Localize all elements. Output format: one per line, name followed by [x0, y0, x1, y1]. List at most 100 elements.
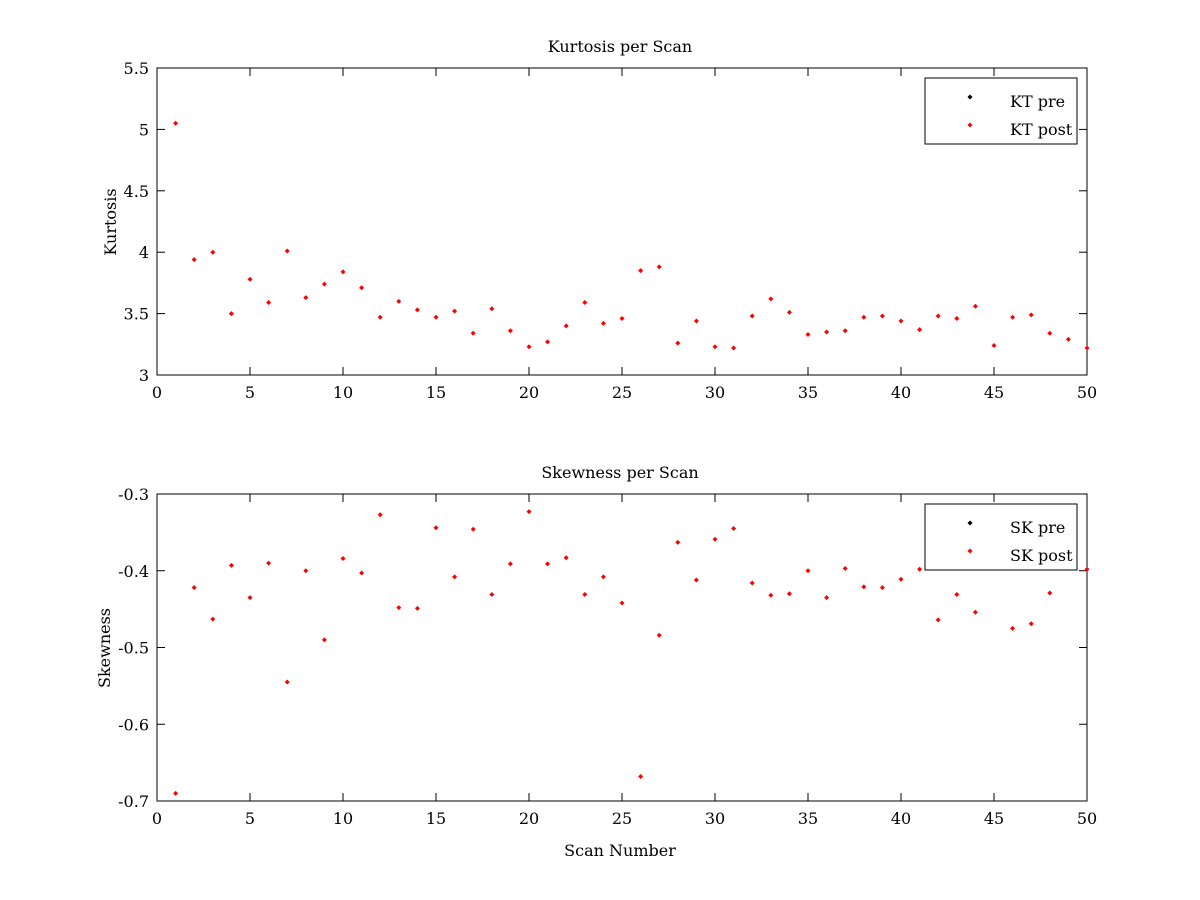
skewness-data-points	[173, 509, 1090, 796]
skewness-point-post-8	[303, 568, 309, 574]
skewness-y-tick-label: -0.3	[118, 485, 149, 504]
skewness-x-axis-label: Scan Number	[564, 841, 676, 860]
kurtosis-point-post-13	[396, 298, 402, 304]
kurtosis-point-post-46	[1010, 314, 1016, 320]
skewness-point-post-35	[805, 568, 811, 574]
kurtosis-point-post-27	[656, 264, 662, 270]
skewness-x-tick-label: 50	[1077, 809, 1097, 828]
skewness-legend[interactable]: SK pre SK post	[924, 503, 1078, 571]
skewness-plot-frame	[156, 493, 1088, 802]
kurtosis-x-tick-label: 10	[333, 383, 353, 402]
kurtosis-legend-label-pre: KT pre	[1010, 92, 1065, 111]
kurtosis-point-post-9	[321, 281, 327, 287]
skewness-point-post-4	[228, 562, 234, 568]
kurtosis-point-post-3	[210, 249, 216, 255]
skewness-point-post-9	[321, 637, 327, 643]
skewness-point-post-38	[861, 584, 867, 590]
kurtosis-y-tick-label: 5	[139, 120, 149, 139]
kurtosis-point-post-22	[563, 323, 569, 329]
kurtosis-y-tick-label: 5.5	[124, 59, 149, 78]
kurtosis-y-tick-label: 4	[139, 243, 149, 262]
skewness-point-post-36	[824, 595, 830, 601]
skewness-point-post-26	[638, 773, 644, 779]
kurtosis-point-post-8	[303, 295, 309, 301]
skewness-point-post-21	[545, 561, 551, 567]
kurtosis-point-post-40	[898, 318, 904, 324]
kurtosis-point-post-26	[638, 268, 644, 274]
kurtosis-point-post-17	[470, 330, 476, 336]
kurtosis-point-post-31	[731, 345, 737, 351]
kurtosis-point-post-50	[1084, 345, 1090, 351]
skewness-x-tick-label: 35	[798, 809, 818, 828]
kurtosis-legend[interactable]: KT pre KT post	[924, 77, 1078, 145]
kurtosis-point-post-6	[266, 300, 272, 306]
skewness-y-tick-label: -0.5	[118, 639, 149, 658]
skewness-point-post-37	[842, 565, 848, 571]
skewness-legend-label-pre: SK pre	[1010, 518, 1065, 537]
kurtosis-point-post-24	[600, 320, 606, 326]
kurtosis-point-post-23	[582, 300, 588, 306]
skewness-x-tick-label: 45	[984, 809, 1004, 828]
skewness-legend-marker-post	[967, 548, 973, 554]
kurtosis-point-post-41	[917, 327, 923, 333]
kurtosis-point-post-35	[805, 331, 811, 337]
skewness-y-tick-label: -0.4	[118, 562, 149, 581]
skewness-point-post-22	[563, 555, 569, 561]
kurtosis-point-post-12	[377, 314, 383, 320]
kurtosis-point-post-32	[749, 313, 755, 319]
kurtosis-x-tick-label: 45	[984, 383, 1004, 402]
kurtosis-legend-box	[924, 77, 1078, 145]
skewness-point-post-32	[749, 580, 755, 586]
skewness-x-tick-label: 5	[245, 809, 255, 828]
skewness-point-post-2	[191, 585, 197, 591]
skewness-x-tick-label: 0	[152, 809, 162, 828]
kurtosis-x-tick-label: 15	[426, 383, 446, 402]
kurtosis-x-tick-label: 0	[152, 383, 162, 402]
skewness-point-post-7	[284, 679, 290, 685]
kurtosis-x-tick-label: 40	[891, 383, 911, 402]
kurtosis-point-post-1	[173, 120, 179, 126]
kurtosis-point-post-49	[1065, 336, 1071, 342]
kurtosis-point-post-4	[228, 311, 234, 317]
skewness-point-post-16	[452, 574, 458, 580]
skewness-legend-marker-pre	[967, 520, 973, 526]
kurtosis-point-post-34	[786, 309, 792, 315]
skewness-point-post-27	[656, 632, 662, 638]
kurtosis-point-post-15	[433, 314, 439, 320]
skewness-point-post-31	[731, 526, 737, 532]
skewness-point-post-41	[917, 566, 923, 572]
kurtosis-y-tick-label: 3.5	[124, 305, 149, 324]
kurtosis-point-post-11	[359, 285, 365, 291]
skewness-point-post-28	[675, 539, 681, 545]
skewness-subplot: Skewness per Scan Skewness Scan Number 0…	[95, 463, 1097, 860]
skewness-x-tick-label: 15	[426, 809, 446, 828]
skewness-point-post-3	[210, 616, 216, 622]
kurtosis-point-post-7	[284, 248, 290, 254]
skewness-point-post-40	[898, 576, 904, 582]
skewness-point-post-1	[173, 790, 179, 796]
skewness-point-post-13	[396, 605, 402, 611]
kurtosis-point-post-28	[675, 340, 681, 346]
skewness-point-post-29	[693, 577, 699, 583]
kurtosis-point-post-42	[935, 313, 941, 319]
skewness-point-post-24	[600, 574, 606, 580]
kurtosis-point-post-38	[861, 314, 867, 320]
skewness-point-post-34	[786, 591, 792, 597]
skewness-chart-title: Skewness per Scan	[541, 463, 698, 482]
kurtosis-x-tick-label: 5	[245, 383, 255, 402]
kurtosis-subplot: Kurtosis per Scan Kurtosis 0 5 10 15 20 25 30 3…	[101, 37, 1097, 402]
skewness-point-post-43	[954, 592, 960, 598]
skewness-axis-ticks: 0 5 10 15 20 25 30 35 40 45 50 -0.7 -0.6 -0.5 -0.4 -0.3	[118, 485, 1097, 828]
kurtosis-data-points	[173, 120, 1090, 351]
kurtosis-y-tick-label: 3	[139, 366, 149, 385]
skewness-point-post-5	[247, 595, 253, 601]
kurtosis-point-post-37	[842, 328, 848, 334]
skewness-legend-box	[924, 503, 1078, 571]
kurtosis-point-post-21	[545, 339, 551, 345]
kurtosis-x-tick-label: 30	[705, 383, 725, 402]
kurtosis-x-tick-label: 50	[1077, 383, 1097, 402]
skewness-x-tick-label: 30	[705, 809, 725, 828]
skewness-point-post-48	[1047, 590, 1053, 596]
kurtosis-legend-marker-post	[967, 122, 973, 128]
